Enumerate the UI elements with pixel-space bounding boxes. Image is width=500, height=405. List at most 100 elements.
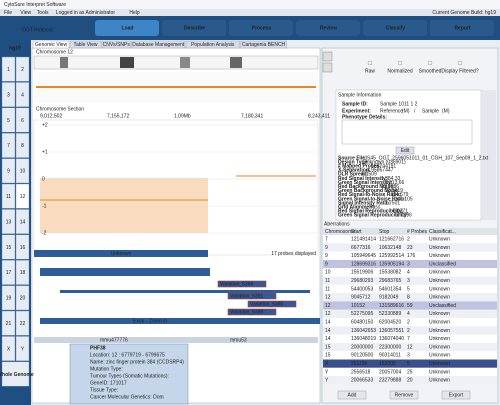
tab[interactable] [185,40,240,49]
variation-bar [217,280,267,288]
workflow-step[interactable] [430,20,494,36]
table-cell: 10 [325,270,331,276]
menu-item[interactable]: Tools [37,10,49,16]
table-row[interactable] [323,359,497,368]
zoom-in[interactable] [322,51,333,62]
chromosome-button[interactable] [1,260,16,285]
table-row[interactable] [323,284,497,294]
phenotype-field[interactable] [341,119,473,145]
table-row[interactable] [323,376,497,385]
workflow-step[interactable] [363,20,427,36]
table-cell: 15 [325,344,331,350]
chromosome-button[interactable] [15,158,30,184]
chromosome-button[interactable] [15,336,30,361]
chromosome-button[interactable] [1,285,16,311]
chromosome-button[interactable] [15,260,30,285]
table-cell: 105949645 [351,253,376,259]
position-label: 8,243,411 [308,113,330,119]
chromosome-button[interactable] [15,56,30,82]
chromosome-button[interactable] [1,234,16,260]
chromosome-label: 4 [21,92,24,98]
table-row[interactable] [323,268,497,277]
table-row[interactable] [323,301,497,310]
table-row[interactable] [323,309,497,318]
button[interactable] [441,390,471,400]
chromosome-button[interactable] [1,336,16,361]
table-row[interactable] [323,276,497,285]
table-row[interactable] [323,342,497,352]
table-row[interactable] [323,334,497,343]
table-row[interactable] [323,318,497,327]
metric-label: Grid Alignment: [338,205,376,211]
table-row[interactable] [323,367,497,377]
workflow-step[interactable] [229,20,293,36]
tab[interactable] [69,40,102,49]
chromosome-button[interactable] [15,183,30,209]
table-row[interactable] [323,243,497,252]
table-cell: 52275095 [351,311,373,317]
chromosome-button[interactable] [15,107,30,133]
table-cell: 14 [325,319,331,325]
button[interactable] [389,390,419,400]
menu-item[interactable]: View [20,10,31,16]
table-cell: Unknown [429,286,450,292]
radio[interactable] [457,60,463,66]
table-cell: 9 [325,253,328,259]
table-row[interactable] [323,293,497,302]
workflow-label: Load [122,25,134,31]
menu-item[interactable]: Logged in as Administrator [56,10,116,16]
chromosome-button[interactable] [15,285,30,311]
whole-genome-button[interactable] [1,361,30,387]
radio[interactable] [427,60,433,66]
tab[interactable] [240,40,287,49]
chromosome-button[interactable] [1,183,16,209]
zoom-out[interactable] [322,62,333,73]
tab[interactable] [101,40,131,49]
metric-value: 168744191 [371,164,396,170]
menu-item[interactable]: Help [129,10,140,16]
chromosome-button[interactable] [1,107,16,133]
table-cell: 7 [325,236,328,242]
header-cell: Classificat... [429,229,456,235]
chromosome-label: 22 [20,321,26,327]
chromosome-button[interactable] [15,234,30,260]
band [180,57,190,68]
radio[interactable] [367,60,373,66]
chromosome-button[interactable] [1,158,16,184]
workflow-step[interactable] [162,20,226,36]
chromosome-button[interactable] [15,82,30,108]
table-cell: Unknown [429,328,450,334]
chromosome-label: 13 [6,219,12,225]
chromosome-button[interactable] [1,310,16,336]
workflow-step[interactable] [296,20,360,36]
table-cell: 3 [407,353,410,359]
table-row[interactable] [323,259,497,269]
table-row[interactable] [323,351,497,360]
chromosome-button[interactable] [1,209,16,234]
variation-bar [227,308,277,316]
variation-label: Variation_5366 [220,281,253,287]
workflow-step[interactable] [95,20,159,36]
chromosome-button[interactable] [15,310,30,336]
table-cell: 5 [407,361,410,367]
option-label: Smoothed [419,68,442,74]
chromosome-button[interactable] [15,209,30,234]
metric-value: 141.105 [395,196,413,202]
metric-label: Green Background Noise: [338,188,400,194]
tooltip-line: Tissue Type: [90,387,118,393]
chromosome-button[interactable] [1,56,16,82]
chromosome-button[interactable] [1,82,16,108]
table-cell: Y [325,369,329,375]
table-row[interactable] [323,326,497,335]
table-cell: 9 [325,245,328,251]
table-row[interactable] [323,235,497,244]
button[interactable] [337,390,367,400]
tab[interactable] [32,40,70,49]
table-row[interactable] [323,251,497,260]
tab[interactable] [131,40,186,49]
chromosome-button[interactable] [1,132,16,158]
edit-button[interactable] [395,146,415,155]
radio[interactable] [397,60,403,66]
menu-item[interactable]: File [4,10,12,16]
chromosome-button[interactable] [15,132,30,158]
